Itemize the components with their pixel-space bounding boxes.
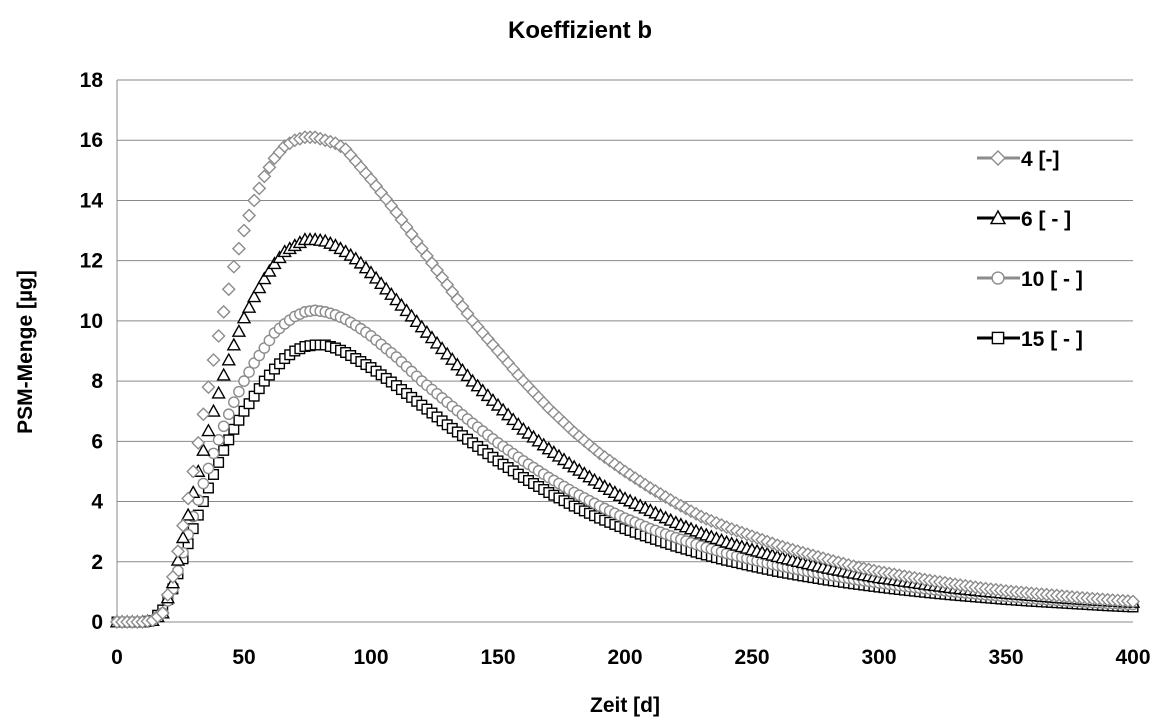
plot-area bbox=[109, 130, 1141, 629]
data-point bbox=[196, 407, 211, 422]
y-tick-label: 10 bbox=[80, 310, 103, 333]
data-point bbox=[211, 385, 226, 399]
data-point bbox=[206, 353, 221, 368]
data-point bbox=[1126, 594, 1140, 609]
data-point bbox=[191, 435, 206, 450]
data-point bbox=[170, 552, 186, 566]
x-tick-label: 250 bbox=[734, 646, 769, 669]
data-point bbox=[180, 507, 196, 521]
data-point bbox=[181, 491, 196, 506]
gridlines bbox=[117, 79, 1133, 563]
y-tick-label: 16 bbox=[80, 129, 103, 152]
legend-label: 4 [-] bbox=[1021, 148, 1060, 171]
legend-marker bbox=[991, 271, 1005, 285]
tick-labels: 0 2 4 6 8 10 12 14 16 18 0 50 100 150 200 250 300 350 400 bbox=[80, 69, 1151, 669]
data-point bbox=[196, 442, 211, 456]
legend-item: 6 [ - ] bbox=[977, 208, 1071, 231]
data-point bbox=[176, 518, 191, 533]
y-tick-label: 14 bbox=[80, 189, 104, 212]
data-point bbox=[233, 414, 245, 426]
data-point bbox=[202, 462, 215, 475]
y-tick-label: 4 bbox=[91, 491, 103, 514]
x-tick-label: 100 bbox=[353, 646, 388, 669]
data-point bbox=[233, 385, 245, 398]
x-tick-label: 400 bbox=[1115, 646, 1150, 669]
data-point bbox=[226, 259, 241, 274]
x-tick-label: 150 bbox=[480, 646, 515, 669]
series-4 bbox=[110, 130, 1140, 629]
data-point bbox=[257, 271, 272, 285]
data-point bbox=[246, 289, 262, 303]
data-point bbox=[175, 530, 191, 544]
data-point bbox=[262, 263, 277, 277]
data-point bbox=[226, 337, 242, 351]
legend-marker bbox=[990, 150, 1006, 166]
data-point bbox=[186, 464, 201, 479]
data-point bbox=[262, 160, 277, 175]
data-point bbox=[238, 375, 250, 387]
legend-item: 10 [ - ] bbox=[977, 268, 1083, 291]
legend-item: 4 [-] bbox=[977, 148, 1060, 171]
data-point bbox=[257, 169, 272, 184]
data-point bbox=[243, 366, 255, 378]
data-point bbox=[212, 434, 225, 446]
y-tick-label: 8 bbox=[91, 370, 103, 393]
legend: 4 [-] 6 [ - ] 10 [ - ] 15 [ - ] bbox=[977, 148, 1083, 351]
data-point bbox=[231, 241, 246, 256]
y-axis-title: PSM-Menge [µg] bbox=[14, 270, 37, 434]
y-tick-label: 12 bbox=[80, 250, 103, 273]
data-point bbox=[160, 587, 175, 602]
axes bbox=[116, 80, 1133, 623]
data-point bbox=[155, 605, 170, 620]
data-point bbox=[213, 456, 225, 468]
data-point bbox=[236, 310, 252, 324]
data-point bbox=[218, 444, 230, 456]
y-tick-label: 18 bbox=[80, 69, 104, 92]
data-point bbox=[237, 223, 251, 238]
data-point bbox=[221, 352, 236, 366]
data-point bbox=[252, 181, 267, 196]
data-point bbox=[216, 367, 231, 381]
data-point bbox=[222, 408, 235, 421]
x-tick-label: 50 bbox=[232, 646, 255, 669]
legend-label: 15 [ - ] bbox=[1021, 328, 1083, 351]
data-point bbox=[221, 282, 236, 297]
data-point bbox=[216, 304, 231, 319]
data-point bbox=[165, 569, 180, 584]
y-tick-label: 2 bbox=[91, 551, 103, 574]
data-point bbox=[201, 380, 216, 395]
data-point bbox=[252, 280, 267, 294]
data-point bbox=[170, 544, 185, 559]
legend-label: 6 [ - ] bbox=[1021, 208, 1071, 231]
data-point bbox=[231, 323, 247, 337]
x-tick-label: 0 bbox=[111, 646, 123, 669]
data-point bbox=[241, 299, 257, 313]
data-point bbox=[197, 477, 210, 490]
data-point bbox=[217, 420, 230, 433]
legend-label: 10 [ - ] bbox=[1021, 268, 1083, 291]
data-point bbox=[247, 193, 262, 208]
series-6 bbox=[109, 232, 1141, 628]
legend-item: 15 [ - ] bbox=[977, 328, 1083, 351]
x-tick-label: 350 bbox=[988, 646, 1023, 669]
legend-marker bbox=[991, 331, 1005, 345]
data-point bbox=[228, 396, 240, 408]
data-point bbox=[201, 423, 216, 437]
chart-title: Koeffizient b bbox=[508, 17, 652, 44]
x-axis-title: Zeit [d] bbox=[590, 694, 660, 717]
data-point bbox=[206, 403, 221, 417]
y-tick-label: 0 bbox=[91, 611, 103, 634]
x-tick-label: 200 bbox=[607, 646, 642, 669]
data-point bbox=[207, 447, 220, 460]
data-point bbox=[242, 208, 257, 223]
data-point bbox=[223, 434, 235, 446]
legend-marker bbox=[989, 209, 1007, 225]
data-point bbox=[228, 423, 240, 435]
x-tick-label: 300 bbox=[861, 646, 896, 669]
y-tick-label: 6 bbox=[91, 430, 103, 453]
data-point bbox=[211, 328, 226, 343]
